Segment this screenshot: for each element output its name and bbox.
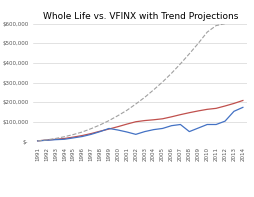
Poly. (WholeLife (Life) (205, 31, 208, 33)
Poly. (WholeLife (Life) (116, 114, 119, 117)
WholeLife (fife (80, 134, 83, 137)
VFINX/VFINX (116, 129, 119, 131)
Poly. (WholeLife (Life) (169, 72, 172, 74)
Poly. (WholeLife (Life) (214, 24, 217, 27)
Poly. (WholeLife (Life) (196, 42, 199, 45)
VFINX/VFINX (169, 125, 172, 127)
Poly. (WholeLife (Life) (54, 137, 57, 140)
VFINX/VFINX (142, 130, 146, 133)
WholeLife (fife (71, 136, 74, 138)
Poly. (WholeLife (Life) (45, 139, 48, 141)
Title: Whole Life vs. VFINX with Trend Projections: Whole Life vs. VFINX with Trend Projecti… (42, 12, 237, 21)
Line: VFINX/VFINX: VFINX/VFINX (37, 107, 242, 141)
VFINX/VFINX (178, 123, 181, 126)
Poly. (WholeLife (Life) (80, 131, 83, 133)
VFINX/VFINX (62, 138, 66, 140)
VFINX/VFINX (125, 131, 128, 133)
VFINX/VFINX (214, 123, 217, 126)
VFINX/VFINX (36, 140, 39, 142)
Poly. (WholeLife (Life) (231, 20, 234, 23)
WholeLife (fife (160, 118, 163, 120)
WholeLife (fife (142, 119, 146, 122)
VFINX/VFINX (223, 120, 226, 122)
VFINX/VFINX (89, 133, 92, 136)
WholeLife (fife (240, 99, 243, 102)
WholeLife (fife (231, 102, 234, 105)
VFINX/VFINX (187, 130, 190, 133)
Poly. (WholeLife (Life) (160, 81, 163, 83)
WholeLife (fife (107, 128, 110, 130)
WholeLife (fife (196, 110, 199, 112)
WholeLife (fife (205, 108, 208, 111)
WholeLife (fife (54, 138, 57, 140)
VFINX/VFINX (240, 106, 243, 109)
Poly. (WholeLife (Life) (125, 109, 128, 112)
Line: WholeLife (fife: WholeLife (fife (37, 100, 242, 141)
VFINX/VFINX (205, 123, 208, 126)
WholeLife (fife (151, 119, 154, 121)
WholeLife (fife (187, 112, 190, 114)
VFINX/VFINX (151, 128, 154, 131)
VFINX/VFINX (80, 135, 83, 138)
VFINX/VFINX (71, 137, 74, 139)
VFINX/VFINX (134, 133, 137, 136)
WholeLife (fife (134, 121, 137, 123)
Poly. (WholeLife (Life) (142, 96, 146, 98)
Line: Poly. (WholeLife (Life): Poly. (WholeLife (Life) (37, 20, 242, 141)
Poly. (WholeLife (Life) (187, 53, 190, 55)
VFINX/VFINX (98, 130, 101, 133)
Poly. (WholeLife (Life) (98, 124, 101, 126)
VFINX/VFINX (107, 127, 110, 130)
Poly. (WholeLife (Life) (89, 127, 92, 130)
WholeLife (fife (214, 107, 217, 110)
WholeLife (fife (98, 130, 101, 132)
WholeLife (fife (116, 125, 119, 128)
Poly. (WholeLife (Life) (223, 22, 226, 25)
Poly. (WholeLife (Life) (240, 19, 243, 21)
Poly. (WholeLife (Life) (62, 136, 66, 138)
Poly. (WholeLife (Life) (107, 119, 110, 122)
VFINX/VFINX (54, 138, 57, 141)
WholeLife (fife (36, 140, 39, 142)
WholeLife (fife (169, 116, 172, 118)
Poly. (WholeLife (Life) (134, 103, 137, 105)
WholeLife (fife (178, 113, 181, 116)
WholeLife (fife (45, 139, 48, 141)
Poly. (WholeLife (Life) (36, 140, 39, 142)
Poly. (WholeLife (Life) (151, 89, 154, 91)
VFINX/VFINX (45, 139, 48, 141)
VFINX/VFINX (196, 127, 199, 129)
Poly. (WholeLife (Life) (178, 63, 181, 65)
WholeLife (fife (125, 123, 128, 125)
Poly. (WholeLife (Life) (71, 133, 74, 136)
WholeLife (fife (89, 132, 92, 135)
VFINX/VFINX (160, 127, 163, 130)
VFINX/VFINX (231, 110, 234, 112)
WholeLife (fife (62, 137, 66, 140)
WholeLife (fife (223, 105, 226, 107)
